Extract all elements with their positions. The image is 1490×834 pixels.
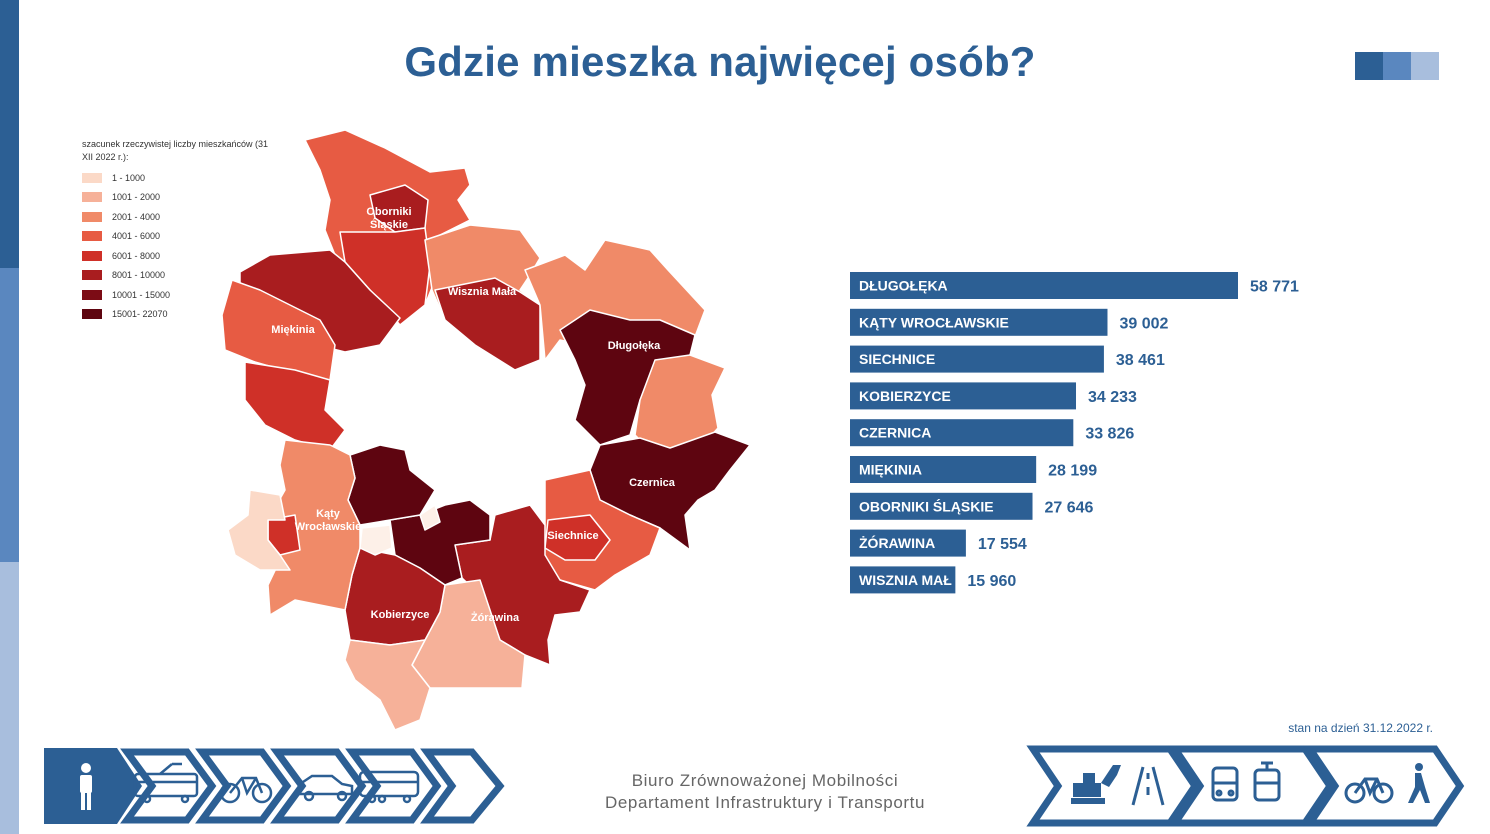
legend-label: 6001 - 8000 (112, 250, 161, 261)
legend-label: 15001- 22070 (112, 309, 168, 320)
legend-swatch (82, 309, 102, 320)
bar-value-label: 28 199 (1048, 463, 1097, 480)
bar (850, 419, 1074, 447)
region-small2 (419, 504, 441, 531)
bar-category-label: KOBIERZYCE (859, 388, 951, 404)
legend-label: 1001 - 2000 (112, 192, 161, 203)
bar-value-label: 58 771 (1250, 279, 1299, 296)
bar-category-label: OBORNIKI ŚLĄSKIE (859, 497, 994, 514)
bar-value-label: 34 233 (1088, 389, 1137, 406)
transport-modes-banner-right (1026, 745, 1465, 827)
legend-label: 1 - 1000 (112, 172, 146, 183)
bar (850, 566, 956, 594)
bar-category-label: DŁUGOŁĘKA (859, 278, 948, 294)
legend-title: szacunek rzeczywistej liczby mieszkańców… (82, 139, 269, 162)
legend-item: 4001 - 6000 (82, 227, 272, 247)
pedestrian-icon (80, 763, 92, 810)
legend-swatch (82, 270, 102, 281)
bar-value-label: 27 646 (1045, 499, 1094, 516)
legend-item: 15001- 22070 (82, 305, 272, 325)
footer-line2: Departament Infrastruktury i Transportu (604, 793, 926, 812)
map-label-miekinia: Miękinia (271, 324, 315, 336)
legend-swatch (82, 289, 102, 300)
tram-front-icon (1253, 761, 1281, 802)
legend-item: 2001 - 4000 (82, 207, 272, 227)
bar (850, 492, 1033, 520)
legend-label: 4001 - 6000 (112, 231, 161, 242)
bar-value-label: 39 002 (1119, 315, 1168, 332)
legend-item: 1 - 1000 (82, 168, 272, 188)
bar-category-label: ŻÓRAWINA (859, 534, 935, 551)
legend-swatch (82, 192, 102, 203)
region-katy-west (227, 489, 291, 571)
choropleth-map: Oborniki Śląskie Wisznia Mała Miękinia Dł… (221, 129, 751, 731)
map-label-czernica: Czernica (629, 477, 676, 489)
bus-front-icon (1211, 766, 1239, 802)
bar (850, 345, 1104, 373)
bar-value-label: 17 554 (978, 536, 1027, 553)
region-miekinia-south (244, 361, 346, 451)
legend-item: 1001 - 2000 (82, 188, 272, 208)
bar (850, 382, 1077, 410)
bar-value-label: 33 826 (1085, 426, 1134, 443)
population-bar-chart: DŁUGOŁĘKA 58 771 KĄTY WROCŁAWSKIE 39 002 SIE… (850, 272, 1299, 594)
walking-person-icon (1408, 763, 1430, 803)
transport-modes-banner-left (44, 748, 505, 824)
bar-category-label: CZERNICA (859, 425, 931, 441)
legend-label: 2001 - 4000 (112, 211, 161, 222)
region-small (359, 524, 393, 556)
region-kobierzyce-south (344, 639, 431, 731)
map-label-katy: Kąty Wrocławskie (295, 508, 361, 533)
legend-item: 8001 - 10000 (82, 266, 272, 286)
side-accent-strip (0, 0, 19, 834)
bus-icon (358, 770, 420, 804)
legend-label: 10001 - 15000 (112, 289, 171, 300)
region-wisznia-south (434, 277, 541, 371)
map-label-wisznia: Wisznia Mała (448, 286, 517, 298)
legend-swatch (82, 211, 102, 222)
road-icon (1131, 766, 1165, 806)
bicycle-icon (219, 776, 273, 804)
bar-category-label: SIECHNICE (859, 351, 935, 367)
bar-category-label: MIĘKINIA (859, 462, 922, 478)
date-note: stan na dzień 31.12.2022 r. (1288, 721, 1433, 735)
tram-icon (133, 762, 199, 804)
map-label-zorawina: Żórawina (471, 611, 520, 624)
brand-logo-bars (1355, 52, 1439, 80)
map-label-siechnice: Siechnice (547, 530, 598, 542)
legend-swatch (82, 250, 102, 261)
page-title: Gdzie mieszka najwięcej osób? (404, 38, 1036, 85)
bar (850, 308, 1108, 336)
bar (850, 272, 1238, 299)
bar (850, 456, 1037, 483)
footer-line1: Biuro Zrównoważonej Mobilności (631, 771, 899, 790)
footer-department: Biuro Zrównoważonej Mobilności Departame… (560, 770, 970, 814)
legend-item: 10001 - 15000 (82, 285, 272, 305)
legend-swatch (82, 231, 102, 242)
legend-swatch (82, 172, 102, 183)
car-icon (295, 774, 354, 802)
map-legend: szacunek rzeczywistej liczby mieszkańców… (82, 138, 272, 324)
legend-label: 8001 - 10000 (112, 270, 166, 281)
map-label-dlugoleka: Długołęka (608, 340, 661, 352)
bar (850, 529, 966, 557)
legend-item: 6001 - 8000 (82, 246, 272, 266)
bar-value-label: 38 461 (1116, 352, 1165, 369)
bicycle-icon-right (1344, 777, 1394, 804)
bar-category-label: WISZNIA MAŁ (859, 572, 952, 588)
map-label-kobierzyce: Kobierzyce (371, 609, 430, 621)
bar-category-label: KĄTY WROCŁAWSKIE (859, 314, 1009, 330)
map-label-oborniki: Oborniki Śląskie (366, 206, 411, 231)
excavator-icon (1071, 765, 1121, 804)
bar-value-label: 15 960 (967, 573, 1016, 590)
